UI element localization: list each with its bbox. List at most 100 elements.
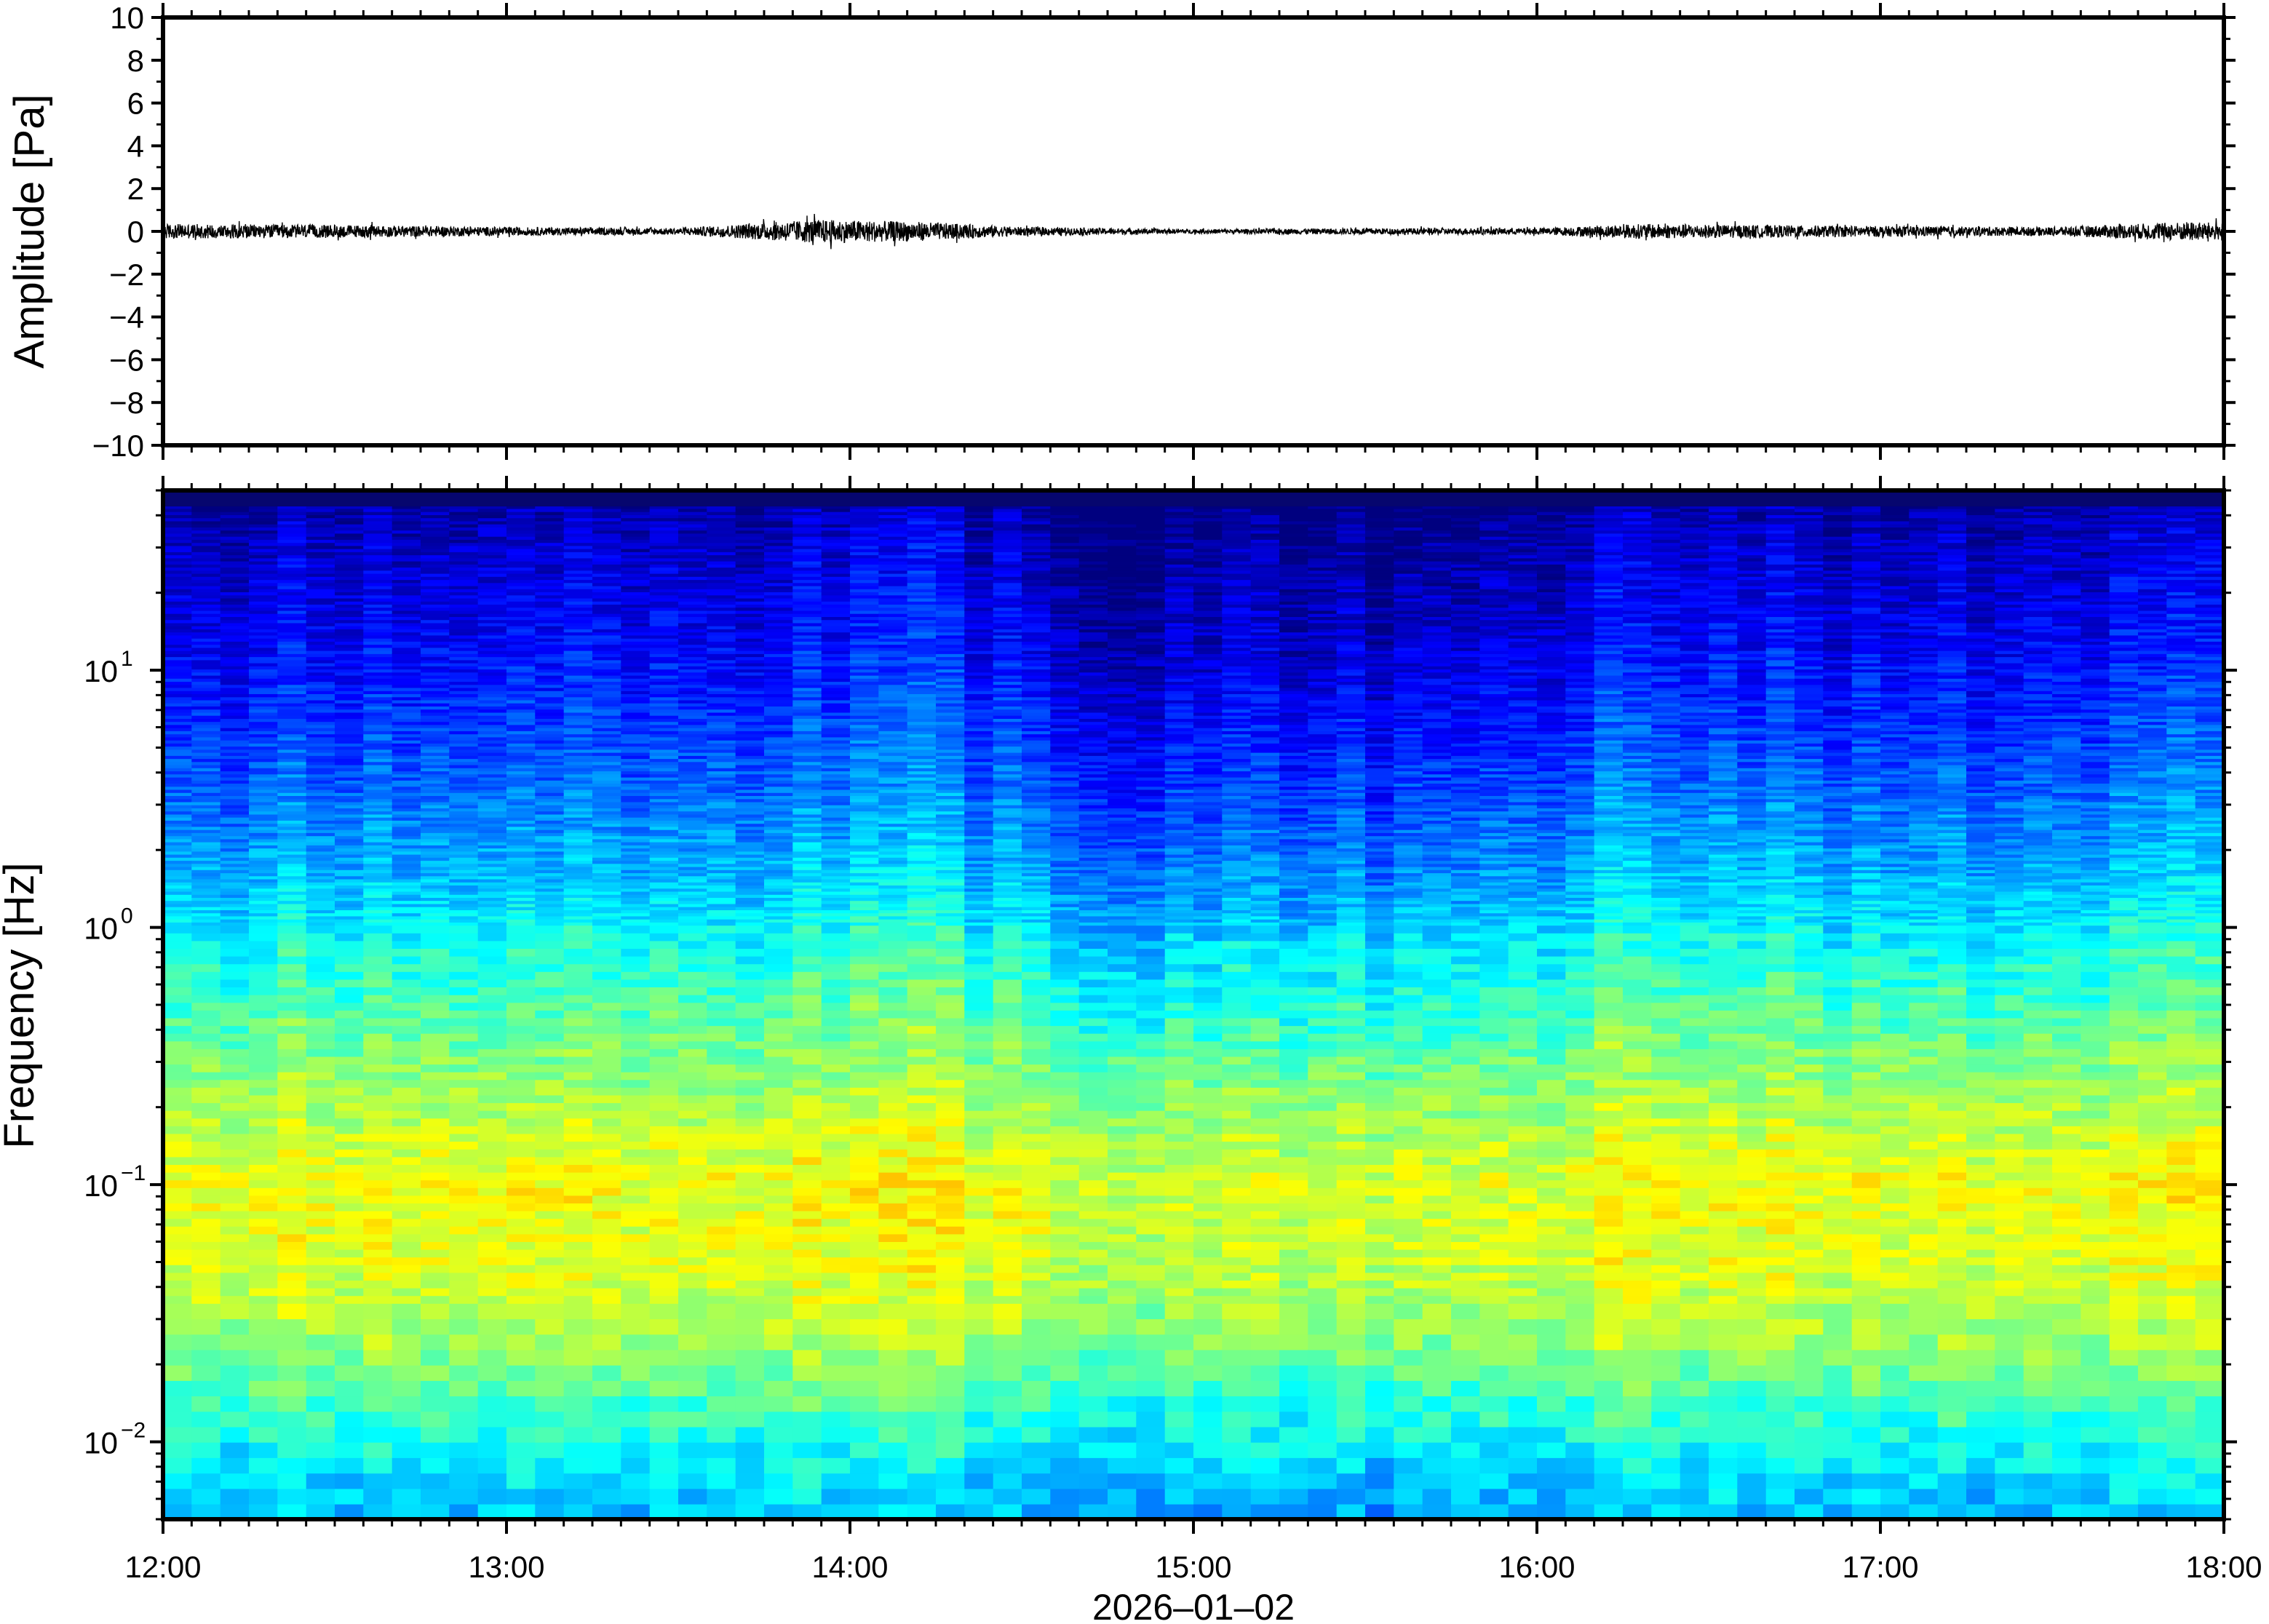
spectrogram-cell <box>621 761 651 765</box>
spectrogram-cell <box>735 699 765 704</box>
spectrogram-cell <box>277 894 307 898</box>
spectrogram-cell <box>592 1257 622 1265</box>
spectrogram-cell <box>220 1411 250 1428</box>
spectrogram-cell <box>163 792 193 796</box>
spectrogram-cell <box>506 589 536 592</box>
spectrogram-cell <box>191 579 221 584</box>
spectrogram-cell <box>421 829 450 833</box>
spectrogram-cell <box>535 674 565 679</box>
spectrogram-cell <box>249 681 279 685</box>
spectrogram-cell <box>477 718 507 723</box>
spectrogram-cell <box>563 520 593 525</box>
spectrogram-cell <box>678 542 708 546</box>
spectrogram-cell <box>477 1133 507 1142</box>
spectrogram-cell <box>421 564 450 568</box>
spectrogram-cell <box>563 597 593 602</box>
spectrogram-cell <box>592 1156 622 1165</box>
spectrogram-cell <box>592 739 622 744</box>
spectrogram-cell <box>335 718 365 723</box>
spectrogram-cell <box>249 1149 279 1158</box>
spectrogram-cell <box>707 918 736 923</box>
spectrogram-cell <box>335 1025 365 1034</box>
spectrogram-cell <box>535 684 565 688</box>
spectrogram-cell <box>392 826 421 830</box>
spectrogram-cell <box>163 1318 193 1335</box>
spectrogram-cell <box>449 875 479 880</box>
spectrogram-cell <box>735 622 765 626</box>
spectrogram-cell <box>392 687 421 691</box>
spectrogram-cell <box>249 597 279 602</box>
spectrogram-cell <box>363 1064 393 1072</box>
spectrogram-cell <box>335 607 365 611</box>
spectrogram-cell <box>392 1126 421 1134</box>
spectrogram-cell <box>163 755 193 760</box>
spectrogram-cell <box>477 1179 507 1188</box>
spectrogram-cell <box>563 1303 593 1320</box>
spectrogram-cell <box>649 739 679 744</box>
spectrogram-cell <box>707 853 736 858</box>
spectrogram-cell <box>592 659 622 664</box>
spectrogram-cell <box>506 703 536 706</box>
spectrogram-cell <box>563 709 593 713</box>
spectrogram-cell <box>477 647 507 651</box>
spectrogram-cell <box>592 894 622 898</box>
spectrogram-cell <box>477 557 507 562</box>
spectrogram-cell <box>649 940 679 949</box>
spectrogram-cell <box>764 940 794 949</box>
spectrogram-cell <box>592 524 622 528</box>
spectrogram-cell <box>477 564 507 568</box>
spectrogram-cell <box>220 918 250 923</box>
spectrogram-cell <box>363 841 393 845</box>
spectrogram-cell <box>477 545 507 549</box>
spectrogram-cell <box>592 808 622 812</box>
spectrogram-cell <box>363 724 393 728</box>
spectrogram-cell <box>792 517 822 522</box>
spectrogram-cell <box>306 761 335 765</box>
spectrogram-cell <box>363 771 393 775</box>
spectrogram-cell <box>764 845 794 849</box>
spectrogram-cell <box>735 816 765 821</box>
spectrogram-cell <box>792 666 822 670</box>
spectrogram-cell <box>792 579 822 584</box>
spectrogram-cell <box>392 656 421 661</box>
spectrogram-cell <box>621 542 651 546</box>
spectrogram-cell <box>792 1257 822 1265</box>
spectrogram-cell <box>563 795 593 800</box>
spectrogram-cell <box>707 1002 736 1011</box>
spectrogram-cell <box>506 699 536 704</box>
spectrogram-cell <box>449 948 479 957</box>
spectrogram-cell <box>764 987 794 995</box>
spectrogram-cell <box>735 857 765 861</box>
spectrogram-cell <box>306 857 335 861</box>
spectrogram-cell <box>335 835 365 840</box>
spectrogram-cell <box>335 687 365 691</box>
spectrogram-cell <box>220 1010 250 1019</box>
spectrogram-cell <box>392 641 421 645</box>
spectrogram-cell <box>707 524 736 528</box>
spectrogram-cell <box>792 776 822 781</box>
spectrogram-cell <box>707 634 736 639</box>
spectrogram-cell <box>649 786 679 790</box>
spectrogram-cell <box>735 1426 765 1443</box>
spectrogram-cell <box>649 912 679 917</box>
spectrogram-cell <box>449 1048 479 1057</box>
spectrogram-cell <box>792 882 822 885</box>
spectrogram-cell <box>707 1280 736 1289</box>
spectrogram-cell <box>506 666 536 670</box>
spectrogram-cell <box>592 752 622 756</box>
spectrogram-cell <box>163 1002 193 1011</box>
spectrogram-cell <box>764 1179 794 1188</box>
spectrogram-cell <box>678 882 708 885</box>
spectrogram-cell <box>277 1441 307 1458</box>
spectrogram-cell <box>191 994 221 1003</box>
spectrogram-cell <box>277 573 307 577</box>
spectrogram-cell <box>220 678 250 682</box>
spectrogram-cell <box>764 687 794 691</box>
spectrogram-cell <box>477 592 507 596</box>
spectrogram-cell <box>563 1002 593 1011</box>
spectrogram-cell <box>506 696 536 701</box>
spectrogram-cell <box>621 1079 651 1088</box>
spectrogram-cell <box>421 681 450 685</box>
spectrogram-cell <box>363 1017 393 1027</box>
spectrogram-cell <box>592 715 622 719</box>
